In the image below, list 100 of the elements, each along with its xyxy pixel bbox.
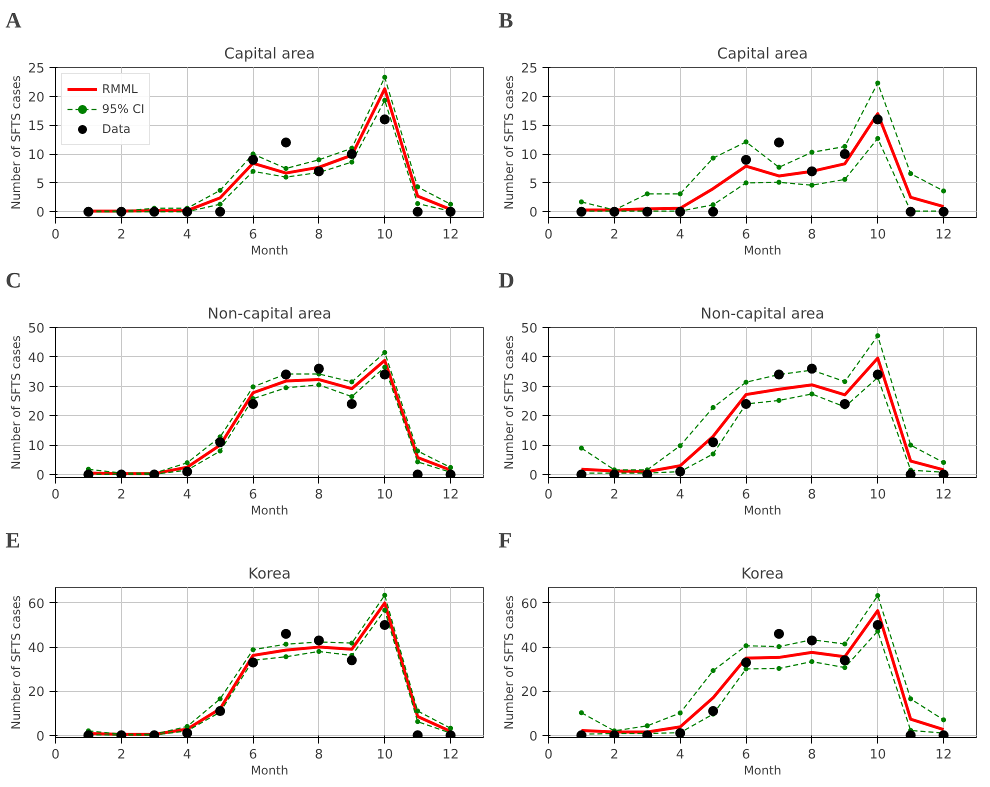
x-tick-label: 12 [935,488,952,502]
x-tick-label: 6 [248,488,258,502]
y-tick-label: 25 [520,62,538,76]
y-tick-label: 0 [36,729,45,744]
y-tick-label: 10 [520,439,538,454]
x-tick-label: 4 [183,488,192,502]
x-tick-label: 2 [117,748,126,762]
legend-label: Data [102,122,131,136]
x-tick-label: 6 [248,228,258,242]
y-axis-title: Number of SFTS cases [502,335,516,470]
x-axis-title: Month [250,764,288,778]
x-tick-label: 4 [676,488,684,502]
y-axis-title: Number of SFTS cases [502,595,516,730]
y-tick-label: 10 [28,439,45,454]
x-tick-label: 12 [442,488,459,502]
x-tick-label: 4 [183,228,192,242]
y-tick-label: 40 [520,350,538,366]
y-tick-label: 10 [520,148,538,164]
x-tick-label: 12 [935,228,952,242]
x-tick-label: 0 [51,748,60,762]
x-tick-label: 10 [376,228,394,242]
text: B [498,8,514,32]
x-tick-label: 2 [610,748,618,762]
text: D [498,268,514,292]
y-tick-label: 50 [28,322,45,336]
x-tick-label: 0 [51,228,60,242]
x-tick-label: 12 [935,748,952,762]
x-tick-label: 8 [314,228,324,242]
y-axis-title: Number of SFTS cases [502,75,516,210]
x-tick-label: 6 [742,748,750,762]
y-tick-label: 5 [529,176,538,192]
x-tick-label: 8 [808,228,816,242]
y-tick-label: 60 [28,596,45,612]
y-tick-label: 20 [28,410,45,425]
y-tick-label: 0 [36,206,45,221]
chart-title: Capital area [717,44,808,62]
y-tick-label: 20 [520,90,538,106]
y-tick-label: 0 [529,468,538,484]
y-axis-title: Number of SFTS cases [8,335,23,470]
x-tick-label: 2 [117,228,126,242]
x-tick-label: 12 [442,228,459,242]
x-tick-label: 4 [183,748,192,762]
y-axis-title: Number of SFTS cases [8,595,23,730]
x-tick-label: 6 [248,748,258,762]
x-tick-label: 4 [676,228,684,242]
y-tick-label: 40 [28,641,45,656]
x-tick-label: 2 [117,488,126,502]
y-tick-label: 40 [28,350,45,366]
text: C [6,268,22,292]
x-tick-label: 2 [610,228,618,242]
text: E [6,528,20,552]
x-tick-label: 10 [869,488,886,502]
x-tick-label: 0 [51,488,60,502]
y-tick-label: 30 [520,380,538,396]
y-tick-label: 0 [529,206,538,221]
y-tick-label: 25 [28,62,45,76]
y-tick-label: 20 [28,90,45,106]
x-tick-label: 6 [742,228,750,242]
x-tick-label: 12 [442,748,459,762]
chart-title: Korea [248,564,291,582]
x-tick-label: 2 [610,488,618,502]
legend-label: 95% CI [102,102,144,116]
x-tick-label: 10 [376,748,394,762]
x-tick-label: 10 [869,748,886,762]
chart-title: Capital area [224,44,315,62]
x-tick-label: 8 [314,748,324,762]
chart-title: Non-capital area [700,304,824,322]
chart-title: Non-capital area [208,304,332,322]
x-tick-label: 8 [808,748,816,762]
x-axis-title: Month [744,244,782,258]
x-tick-label: 8 [314,488,324,502]
x-tick-label: 10 [376,488,394,502]
x-axis-title: Month [250,504,288,518]
y-tick-label: 20 [520,410,538,425]
x-tick-label: 6 [742,488,750,502]
y-tick-label: 0 [529,729,538,744]
y-tick-label: 15 [520,119,538,134]
x-tick-label: 10 [869,228,886,242]
chart-title: Korea [741,564,784,582]
x-tick-label: 4 [676,748,684,762]
y-tick-label: 15 [28,119,45,134]
y-tick-label: 10 [28,148,45,164]
text: F [498,528,512,552]
y-tick-label: 5 [36,176,45,192]
text: A [6,8,22,32]
x-axis-title: Month [250,244,288,258]
y-tick-label: 60 [520,596,538,612]
x-axis-title: Month [744,764,782,778]
legend-label: RMML [102,82,138,96]
y-axis-title: Number of SFTS cases [8,75,23,210]
y-tick-label: 30 [28,380,45,396]
y-tick-label: 40 [520,641,538,656]
y-tick-label: 50 [520,322,538,336]
x-tick-label: 0 [544,228,553,242]
y-tick-label: 20 [520,685,538,700]
y-tick-label: 20 [28,685,45,700]
x-tick-label: 0 [544,488,553,502]
x-tick-label: 8 [808,488,816,502]
x-axis-title: Month [744,504,782,518]
y-tick-label: 0 [36,468,45,484]
